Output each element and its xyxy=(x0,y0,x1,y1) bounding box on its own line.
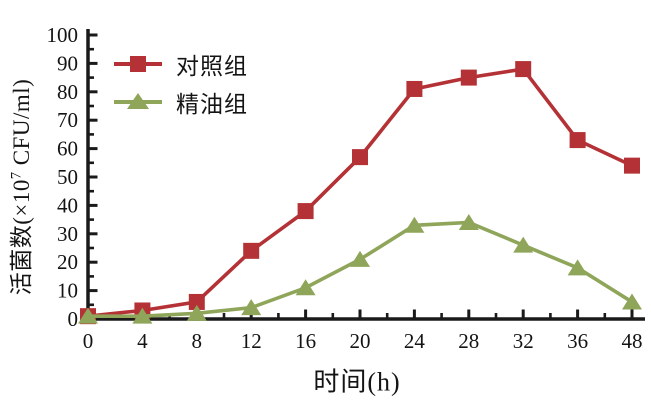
square-data-point-marker xyxy=(569,132,586,149)
square-data-point-marker xyxy=(188,293,205,310)
y-tick-label: 70 xyxy=(57,108,78,132)
x-tick-label: 16 xyxy=(295,329,316,353)
triangle-data-point-marker xyxy=(78,307,98,324)
x-tick-label: 4 xyxy=(137,329,148,353)
triangle-data-point-marker xyxy=(295,279,316,296)
y-tick-label: 100 xyxy=(47,23,79,47)
y-tick-label: 60 xyxy=(57,137,78,161)
triangle-data-point-marker xyxy=(567,259,588,276)
y-tick-label: 20 xyxy=(57,250,78,274)
legend-triangle-marker-icon xyxy=(114,93,162,110)
series-line-2 xyxy=(88,220,633,318)
y-axis-title-superscript: 7 xyxy=(8,171,25,180)
triangle-data-point-marker xyxy=(241,299,262,316)
square-data-point-marker xyxy=(624,157,640,174)
triangle-data-point-marker xyxy=(186,304,207,321)
y-axis-title-unit: CFU/ml) xyxy=(9,78,34,172)
triangle-data-point-marker xyxy=(404,216,425,233)
y-axis-title: 活菌数(×107 CFU/ml) xyxy=(2,79,36,296)
triangle-data-point-marker xyxy=(458,213,479,230)
square-data-point-marker xyxy=(352,149,368,166)
legend: 对照组 精油组 xyxy=(114,45,248,121)
x-tick-label: 20 xyxy=(350,329,371,353)
square-data-point-marker xyxy=(515,61,532,78)
y-tick-label: 10 xyxy=(57,279,78,303)
square-data-point-marker xyxy=(460,69,477,86)
legend-label-control-group: 对照组 xyxy=(176,54,248,79)
x-tick-label: 28 xyxy=(458,329,479,353)
legend-square-marker-icon xyxy=(114,56,162,72)
x-tick-label: 24 xyxy=(404,329,426,353)
triangle-marker-icon xyxy=(127,93,149,110)
x-tick-label: 0 xyxy=(83,329,94,353)
square-data-point-marker xyxy=(297,203,314,220)
y-tick-label: 30 xyxy=(57,222,78,246)
square-marker-icon xyxy=(130,56,146,72)
triangle-data-point-marker xyxy=(622,293,642,310)
x-tick-label: 32 xyxy=(513,329,534,353)
y-tick-label: 90 xyxy=(57,51,78,75)
y-tick-label: 50 xyxy=(57,165,78,189)
square-data-point-marker xyxy=(243,242,260,259)
y-tick-label: 0 xyxy=(68,307,79,331)
legend-label-oil-group: 精油组 xyxy=(176,92,248,117)
x-tick-label: 48 xyxy=(622,329,643,353)
x-tick-label: 8 xyxy=(192,329,203,353)
x-tick-label: 36 xyxy=(567,329,588,353)
legend-item-oil-group: 精油组 xyxy=(114,83,248,121)
y-tick-label: 40 xyxy=(57,193,78,217)
triangle-data-point-marker xyxy=(513,236,534,253)
square-data-point-marker xyxy=(406,80,423,97)
triangle-data-point-marker xyxy=(350,250,370,267)
triangle-data-point-marker xyxy=(132,307,153,324)
y-axis-title-text: 活菌数(×10 xyxy=(9,179,34,296)
x-axis-title: 时间(h) xyxy=(313,367,401,397)
x-tick-label: 12 xyxy=(241,329,262,353)
y-tick-label: 80 xyxy=(57,80,78,104)
legend-item-control-group: 对照组 xyxy=(114,45,248,83)
